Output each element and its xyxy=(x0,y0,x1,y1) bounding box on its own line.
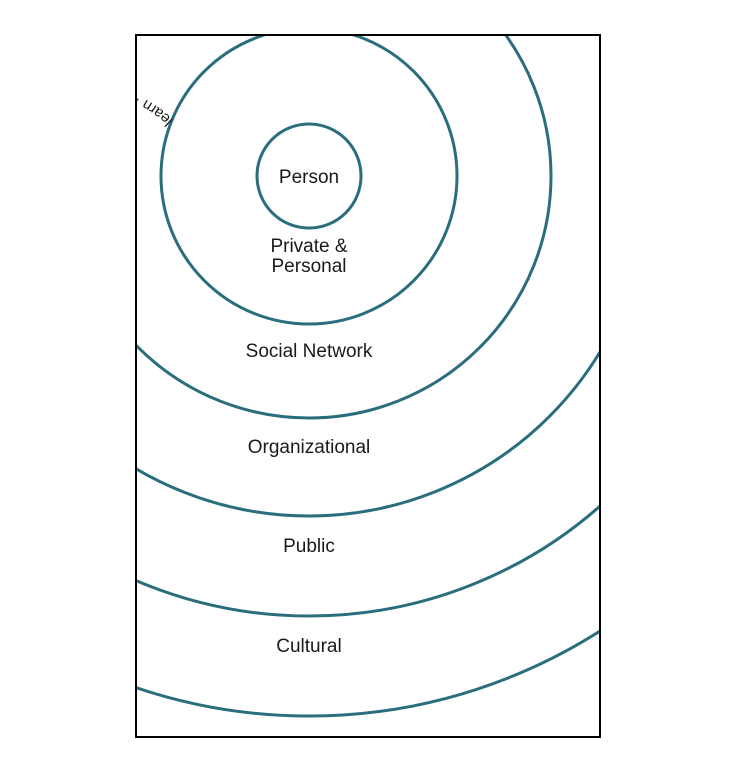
ring-circle xyxy=(137,36,601,616)
ring-label: Public xyxy=(283,536,335,557)
ring-label: Organizational xyxy=(247,437,370,458)
ring-arc-text: learn · donate money and time · walk · r… xyxy=(137,78,176,276)
ring-label: Social Network xyxy=(245,341,372,362)
rings-svg: learn · donate money and time · walk · r… xyxy=(137,36,601,738)
ring-label: Cultural xyxy=(276,636,341,657)
ring-circle xyxy=(137,36,601,716)
center-label: Person xyxy=(278,167,338,188)
ring-label: Private &Personal xyxy=(270,236,347,277)
diagram-frame: learn · donate money and time · walk · r… xyxy=(135,34,601,738)
